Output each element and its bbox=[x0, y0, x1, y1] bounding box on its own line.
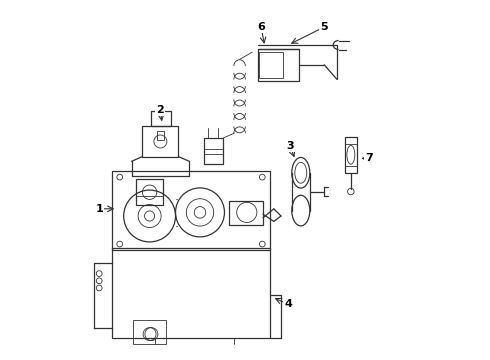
Bar bbox=[345, 137, 357, 173]
Bar bbox=[258, 49, 299, 81]
Text: 6: 6 bbox=[257, 22, 265, 32]
Bar bbox=[143, 126, 178, 157]
Bar bbox=[157, 131, 164, 140]
Bar bbox=[112, 248, 270, 338]
Text: 3: 3 bbox=[286, 141, 294, 151]
Bar bbox=[151, 111, 171, 126]
Bar bbox=[136, 179, 163, 205]
Text: 4: 4 bbox=[284, 299, 292, 309]
Bar bbox=[259, 52, 283, 78]
Bar bbox=[133, 320, 166, 344]
Text: 1: 1 bbox=[96, 204, 103, 214]
Text: 5: 5 bbox=[320, 22, 328, 32]
Bar bbox=[204, 138, 223, 164]
Bar bbox=[112, 171, 270, 250]
Bar bbox=[229, 201, 263, 225]
Text: 7: 7 bbox=[366, 153, 373, 163]
Text: 2: 2 bbox=[156, 105, 164, 115]
